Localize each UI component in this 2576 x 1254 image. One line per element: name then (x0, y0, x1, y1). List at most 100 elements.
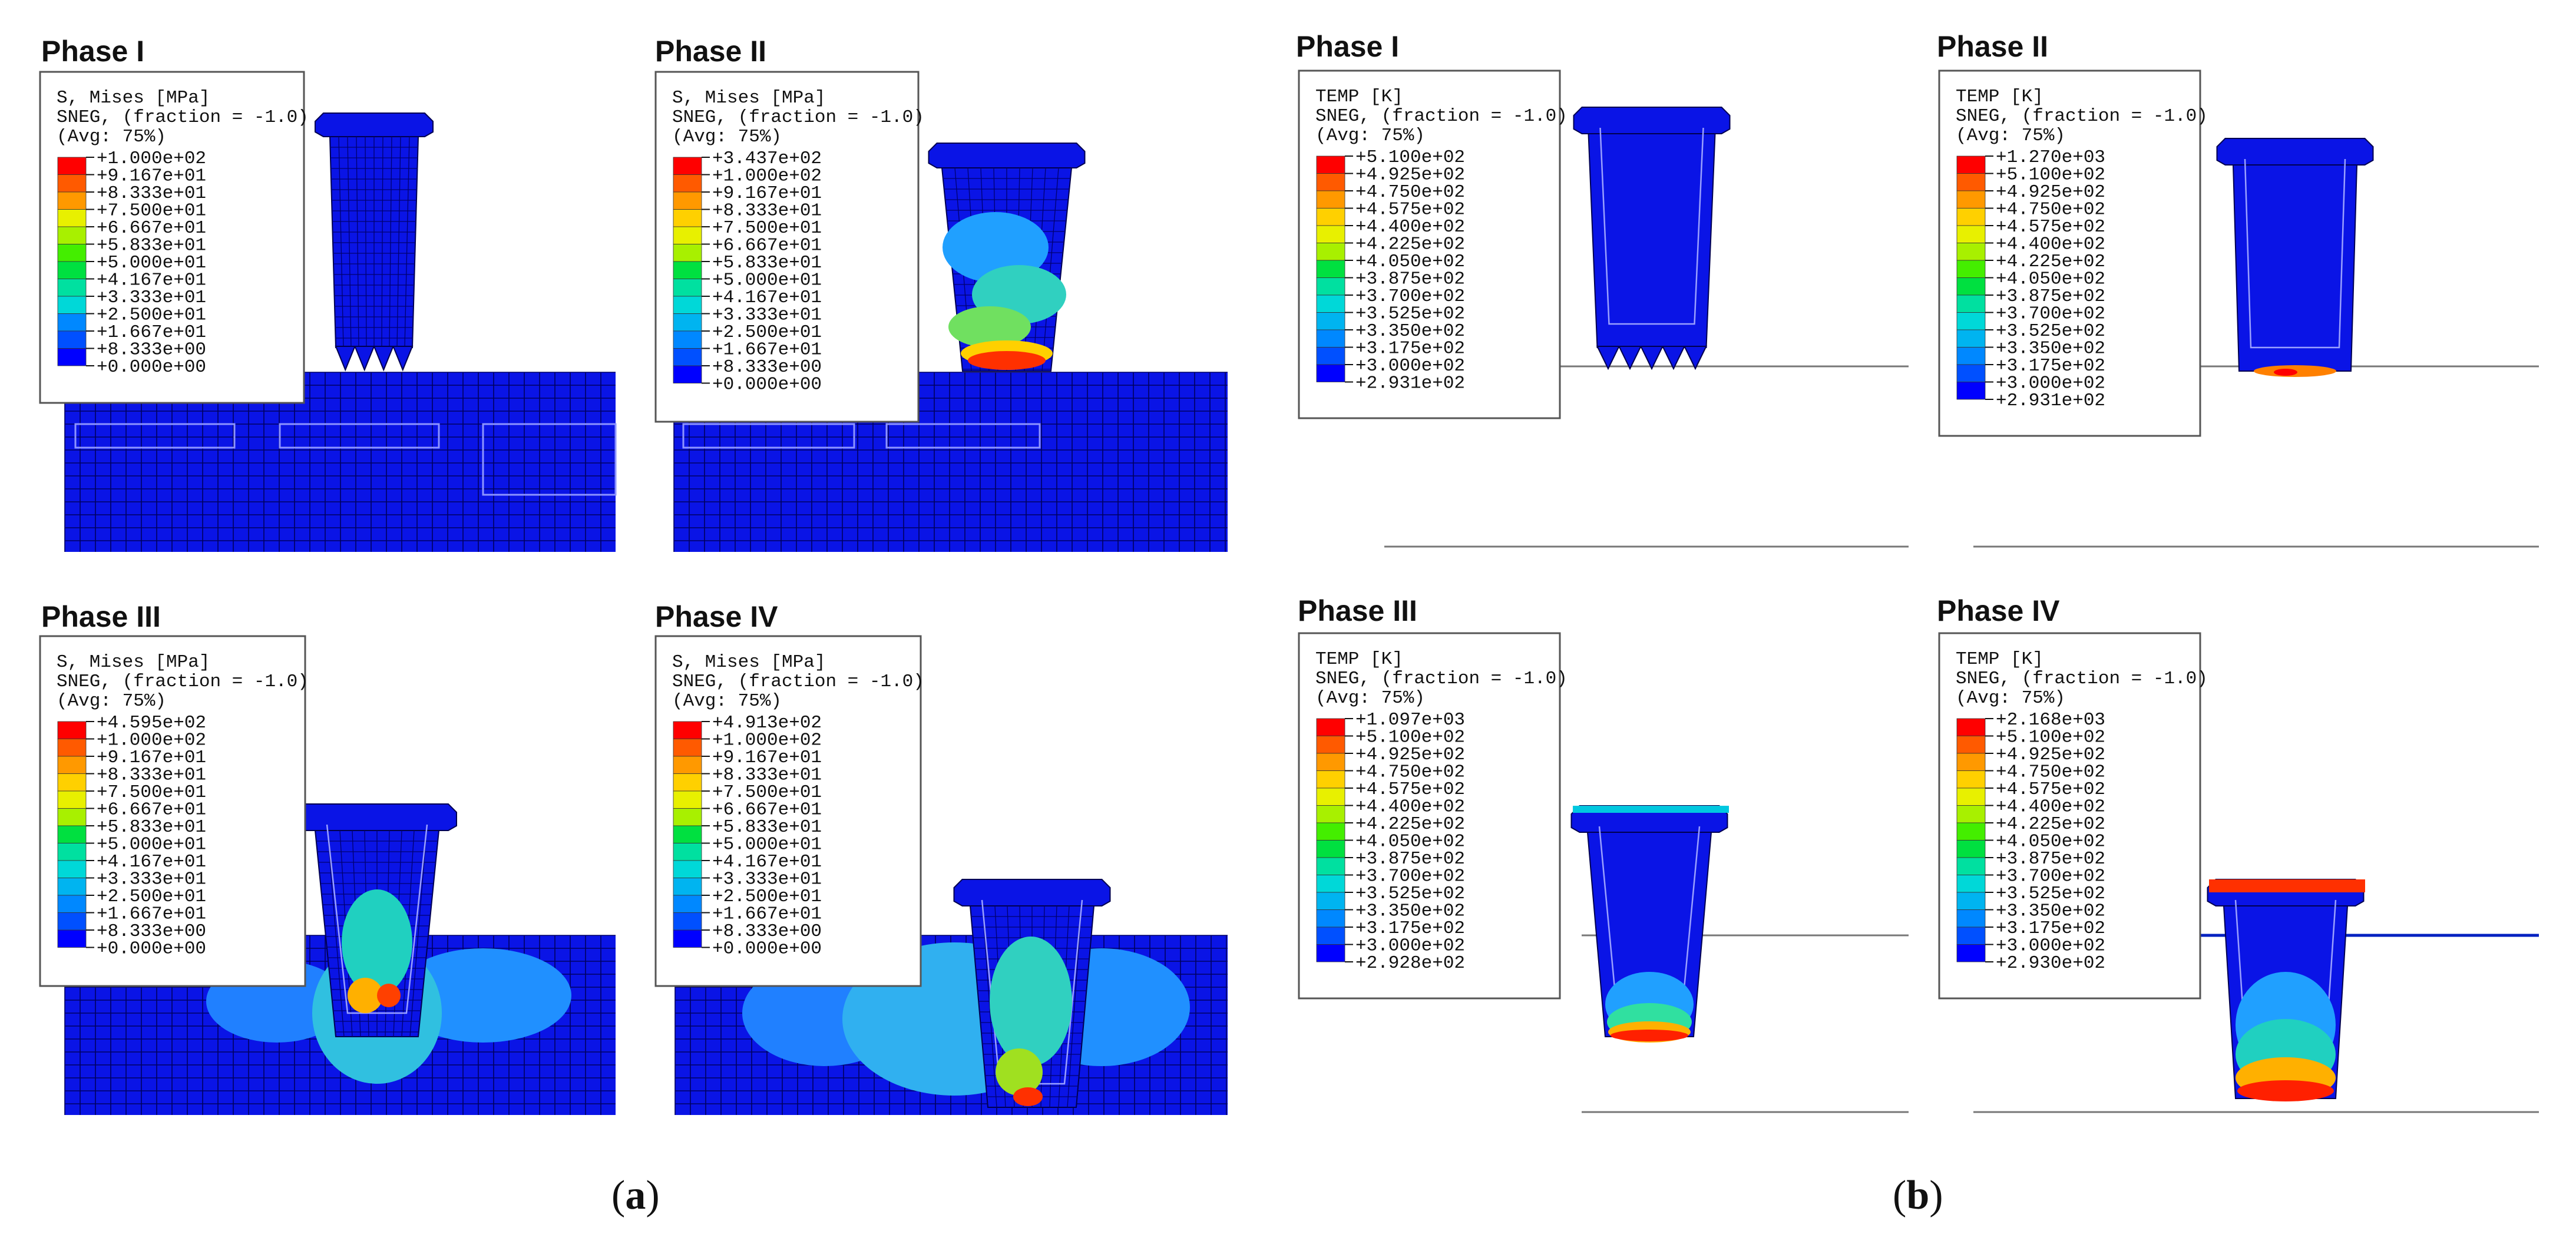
panel-a4-legend: S, Mises [MPa]SNEG, (fraction = -1.0)(Av… (654, 635, 924, 987)
legend-color-band (57, 721, 87, 739)
legend-value: +4.400e+02 (1996, 234, 2105, 255)
legend-color-band (673, 860, 702, 878)
legend-value: +4.750e+02 (1996, 200, 2105, 220)
legend-color-band (1956, 329, 1986, 348)
legend-value: +1.000e+02 (712, 730, 822, 751)
contour-blob (2274, 369, 2297, 376)
panel-b4-plot (1973, 879, 2539, 1113)
panel-b3-plot (1570, 805, 1909, 1113)
panel-a-label: (a) (611, 1173, 660, 1218)
legend-color-band (1956, 225, 1986, 243)
legend-value: +5.100e+02 (1355, 727, 1465, 748)
legend-value: +3.700e+02 (1355, 286, 1465, 307)
legend-color-band (673, 739, 702, 757)
legend-color-band (1316, 173, 1345, 191)
legend-color-band (673, 209, 702, 227)
legend-color-band (57, 191, 87, 210)
legend-value: +3.333e+01 (712, 869, 822, 890)
legend-value: +3.875e+02 (1355, 849, 1465, 869)
legend-color-band (673, 330, 702, 349)
legend-color-band (1316, 927, 1345, 945)
legend-value: +3.525e+02 (1996, 321, 2105, 342)
legend-color-band (57, 808, 87, 826)
legend-color-band (673, 721, 702, 739)
legend-color-band (1316, 295, 1345, 313)
panel-a3-legend: S, Mises [MPa]SNEG, (fraction = -1.0)(Av… (39, 635, 309, 987)
legend-value: +3.350e+02 (1355, 901, 1465, 922)
legend-color-band (673, 157, 702, 175)
legend-value: +4.225e+02 (1355, 234, 1465, 255)
legend-sneg: SNEG, (fraction = -1.0) (672, 671, 924, 692)
legend-color-band (673, 296, 702, 314)
legend-color-band (1316, 875, 1345, 893)
legend-color-band (673, 279, 702, 297)
stud-teeth (1596, 346, 1708, 370)
legend-color-band (1956, 208, 1986, 226)
legend-value: +0.000e+00 (712, 375, 822, 395)
legend-value: +1.667e+01 (712, 340, 822, 360)
legend-avg: (Avg: 75%) (672, 691, 782, 712)
legend-color-band (1956, 312, 1986, 330)
panel-a4-title: Phase IV (655, 600, 778, 633)
legend-value: +1.000e+02 (97, 148, 206, 169)
substrate-cavity (279, 423, 440, 449)
legend-value: +3.333e+01 (712, 305, 822, 326)
legend-value: +8.333e+01 (97, 183, 206, 204)
legend-color-band (57, 209, 87, 227)
stud-teeth (335, 346, 414, 372)
contour-blob (377, 984, 401, 1007)
legend-value: +5.000e+01 (97, 253, 206, 273)
legend-avg: (Avg: 75%) (57, 691, 166, 712)
legend-color-band (673, 808, 702, 826)
panel-a1-title: Phase I (41, 35, 145, 68)
legend-value: +9.167e+01 (97, 747, 206, 768)
legend-value: +0.000e+00 (97, 357, 206, 378)
legend-value: +6.667e+01 (97, 800, 206, 820)
panel-b-letter: b (1906, 1173, 1930, 1218)
stud-head (1573, 107, 1731, 134)
legend-color-band (673, 773, 702, 792)
legend-color-band (673, 365, 702, 383)
legend-value: +3.000e+02 (1996, 936, 2105, 957)
legend-color-band (57, 825, 87, 843)
legend-value: +3.875e+02 (1355, 269, 1465, 290)
legend-color-band (673, 895, 702, 913)
legend-value: +5.833e+01 (97, 236, 206, 256)
legend-avg: (Avg: 75%) (1956, 688, 2065, 709)
legend-value: +7.500e+01 (712, 218, 822, 239)
legend-color-band (1956, 753, 1986, 771)
legend-value: +8.333e+00 (712, 357, 822, 378)
contour-blob (348, 978, 383, 1013)
legend-color-band (57, 348, 87, 366)
legend-color-band (1316, 944, 1345, 962)
legend-value: +4.167e+01 (97, 852, 206, 872)
legend-color-band (57, 929, 87, 948)
panel-b4-title: Phase IV (1937, 594, 2060, 627)
contour-blob (968, 351, 1046, 370)
legend-color-band (57, 174, 87, 193)
contour-blob (2237, 1080, 2334, 1101)
legend-color-band (1956, 295, 1986, 313)
legend-value: +5.000e+01 (97, 835, 206, 855)
legend-value: +9.167e+01 (97, 166, 206, 187)
stud-head (2216, 138, 2374, 166)
legend-color-band (57, 878, 87, 896)
legend-color-band (673, 261, 702, 279)
contour-band (1573, 806, 1729, 813)
stud-head (297, 803, 457, 831)
legend-value: +4.750e+02 (1355, 762, 1465, 783)
legend-color-band (1956, 736, 1986, 754)
legend-avg: (Avg: 75%) (672, 127, 782, 147)
legend-value: +3.175e+02 (1355, 918, 1465, 939)
legend-color-band (57, 860, 87, 878)
legend-color-band (1956, 909, 1986, 928)
legend-color-band (1316, 909, 1345, 928)
panel-a2-title: Phase II (655, 35, 766, 68)
stud-shank (1588, 133, 1716, 348)
legend-value: +3.350e+02 (1355, 321, 1465, 342)
legend-value: +2.931e+02 (1996, 391, 2105, 411)
legend-color-band (1956, 190, 1986, 209)
legend-color-band (1956, 260, 1986, 278)
legend-color-band (1956, 347, 1986, 365)
